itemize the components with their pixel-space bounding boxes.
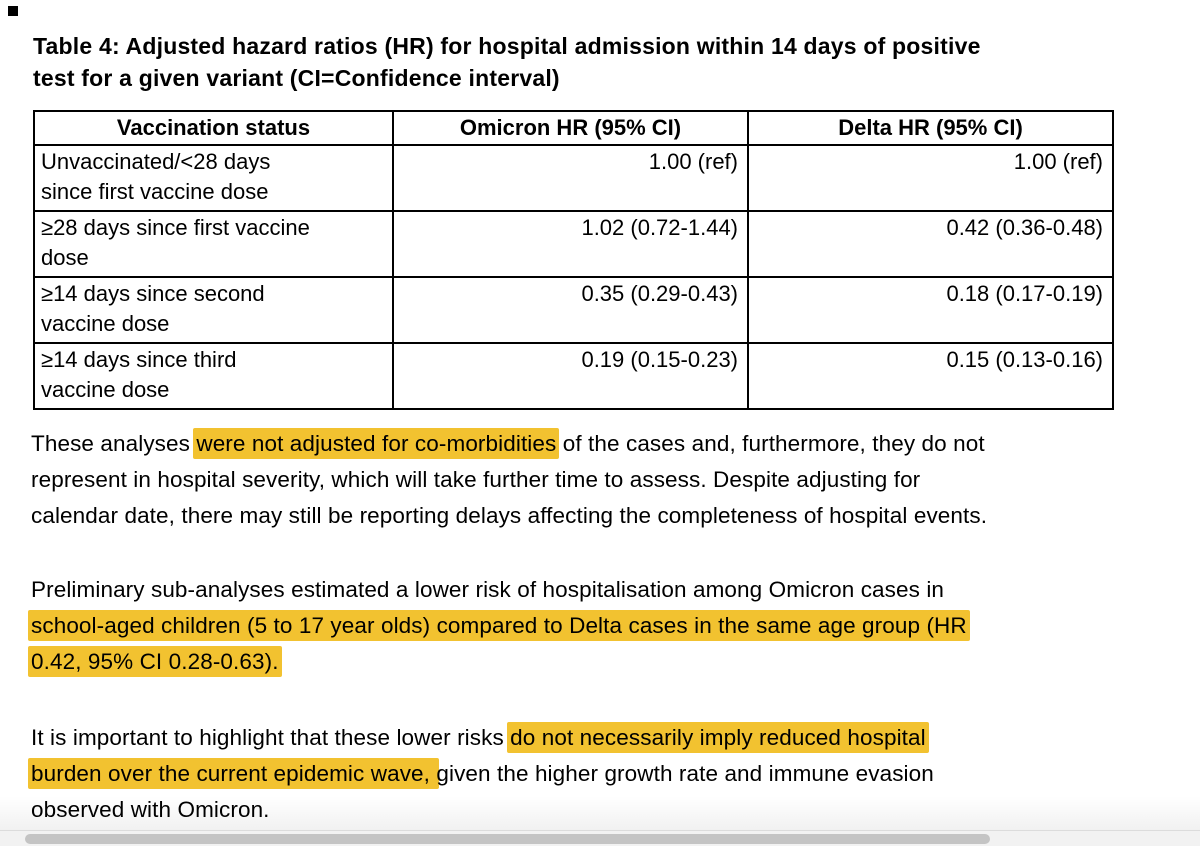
highlighted-text: were not adjusted for co-morbidities (193, 428, 560, 459)
omicron-value: 0.19 (0.15-0.23) (392, 342, 749, 410)
paragraph-sub-analyses: Preliminary sub-analyses estimated a low… (28, 572, 1191, 680)
horizontal-scrollbar-track[interactable] (0, 830, 1200, 846)
paragraph-line: school-aged children (5 to 17 year olds)… (28, 608, 1191, 644)
omicron-value: 1.00 (ref) (392, 144, 749, 212)
plain-text: given the higher growth rate and immune … (436, 761, 934, 786)
paragraph-line: 0.42, 95% CI 0.28-0.63). (28, 644, 1191, 680)
corner-mark (8, 6, 18, 16)
table-row: ≥14 days since third vaccine dose 0.19 (… (33, 342, 1114, 410)
row-label: ≥14 days since third vaccine dose (33, 342, 394, 410)
row-label: ≥28 days since first vaccine dose (33, 210, 394, 278)
row-label: ≥14 days since second vaccine dose (33, 276, 394, 344)
paragraph-hospital-burden: It is important to highlight that these … (28, 720, 1191, 828)
paragraph-line: represent in hospital severity, which wi… (31, 467, 921, 492)
row-label: Unvaccinated/<28 days since first vaccin… (33, 144, 394, 212)
paragraph-line: Preliminary sub-analyses estimated a low… (31, 577, 945, 602)
highlighted-text: burden over the current epidemic wave, (28, 758, 440, 789)
omicron-value: 0.35 (0.29-0.43) (392, 276, 749, 344)
table-header-row: Vaccination status Omicron HR (95% CI) D… (33, 110, 1114, 146)
delta-value: 0.42 (0.36-0.48) (747, 210, 1114, 278)
highlighted-text: do not necessarily imply reduced hospita… (507, 722, 929, 753)
header-vaccination-status: Vaccination status (33, 110, 394, 146)
paragraph-line: These analyses were not adjusted for co-… (31, 426, 1191, 462)
table-row: Unvaccinated/<28 days since first vaccin… (33, 144, 1114, 212)
paragraph-line: burden over the current epidemic wave, g… (28, 756, 1191, 792)
plain-text: These analyses (31, 431, 197, 456)
paragraph-comorbidities: These analyses were not adjusted for co-… (31, 426, 1191, 534)
paragraph-line: observed with Omicron. (31, 797, 270, 822)
table-caption: Table 4: Adjusted hazard ratios (HR) for… (33, 30, 1183, 94)
table-row: ≥28 days since first vaccine dose 1.02 (… (33, 210, 1114, 278)
header-delta-hr: Delta HR (95% CI) (747, 110, 1114, 146)
plain-text: of the cases and, furthermore, they do n… (556, 431, 985, 456)
delta-value: 0.15 (0.13-0.16) (747, 342, 1114, 410)
plain-text: It is important to highlight that these … (31, 725, 511, 750)
omicron-value: 1.02 (0.72-1.44) (392, 210, 749, 278)
table-caption-line-1: Table 4: Adjusted hazard ratios (HR) for… (33, 33, 981, 59)
horizontal-scrollbar-thumb[interactable] (25, 834, 990, 844)
highlighted-text: school-aged children (5 to 17 year olds)… (28, 610, 970, 641)
table-row: ≥14 days since second vaccine dose 0.35 … (33, 276, 1114, 344)
delta-value: 1.00 (ref) (747, 144, 1114, 212)
delta-value: 0.18 (0.17-0.19) (747, 276, 1114, 344)
hazard-ratio-table: Vaccination status Omicron HR (95% CI) D… (33, 110, 1114, 410)
header-omicron-hr: Omicron HR (95% CI) (392, 110, 749, 146)
highlighted-text: 0.42, 95% CI 0.28-0.63). (28, 646, 282, 677)
paragraph-line: calendar date, there may still be report… (31, 503, 988, 528)
paragraph-line: It is important to highlight that these … (31, 720, 1191, 756)
table-caption-line-2: test for a given variant (CI=Confidence … (33, 65, 560, 91)
